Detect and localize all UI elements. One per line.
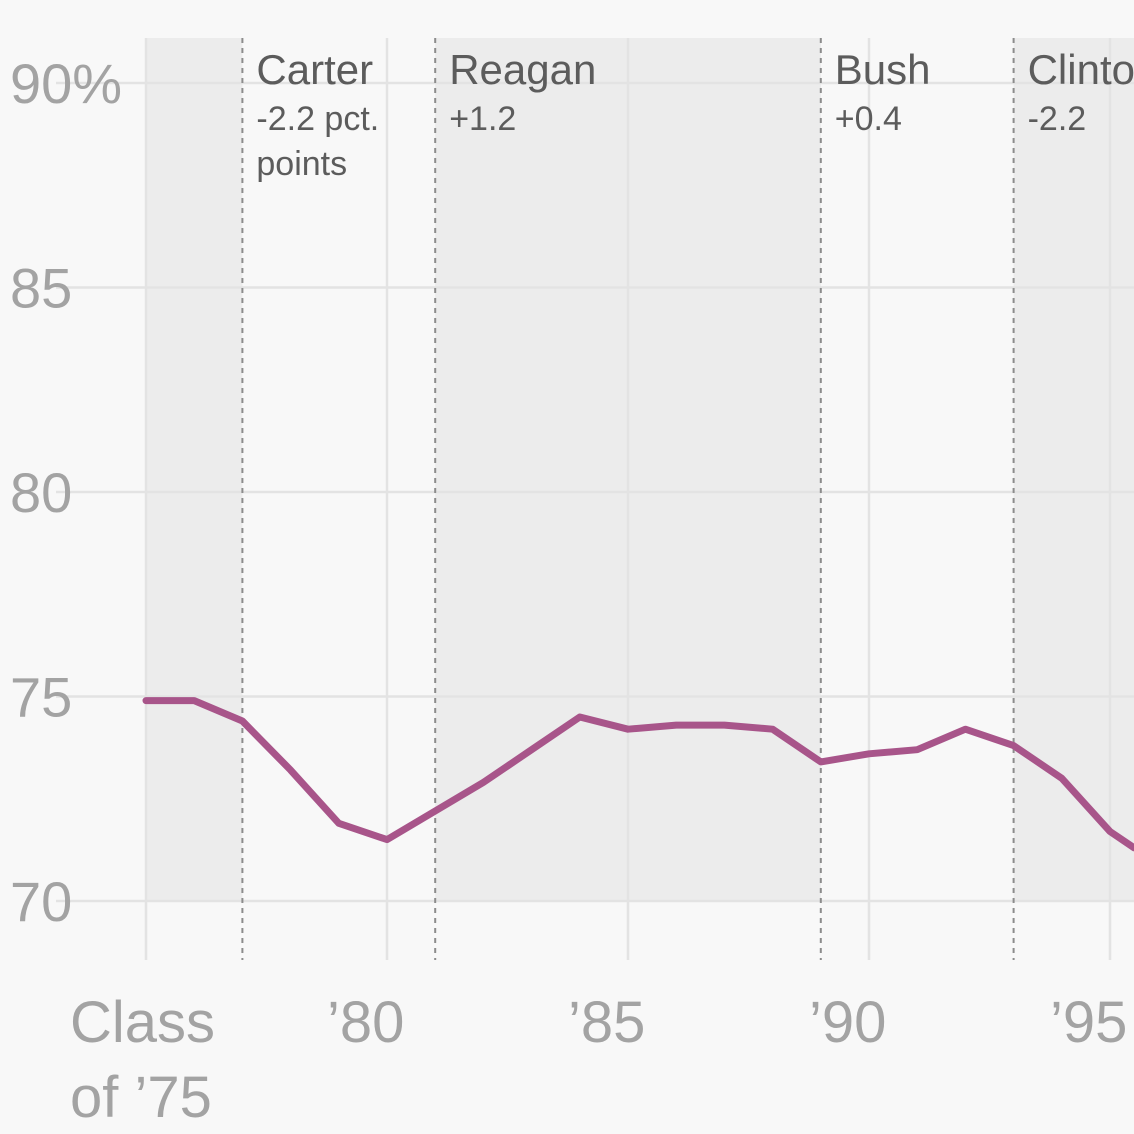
y-tick-label: 90% — [10, 52, 122, 115]
period-shade — [1013, 38, 1134, 902]
divider-layer — [241, 38, 1015, 960]
presidency-name: Reagan — [449, 46, 596, 93]
series-line — [142, 697, 1134, 852]
presidency-change-line2: points — [256, 145, 347, 183]
presidency-change: +0.4 — [835, 100, 902, 138]
axis-layer: 90% 85 80 75 70 Class of ’75 ’80 ’85 ’90 ’95 — [10, 52, 1127, 1130]
y-tick-label: 85 — [10, 257, 72, 320]
presidency-change: -2.2 pct. — [256, 100, 379, 138]
x-tick-label-line2: of ’75 — [70, 1065, 212, 1130]
x-tick-label: ’85 — [568, 990, 645, 1055]
series-layer — [142, 697, 1134, 852]
x-tick-label: ’95 — [1050, 990, 1127, 1055]
x-tick-label: Class — [70, 990, 215, 1055]
annotation-layer: Carter -2.2 pct. points Reagan +1.2 Bush +0.4 C… — [256, 46, 1134, 183]
y-tick-label: 75 — [10, 666, 72, 729]
grid-layer — [56, 38, 1134, 903]
period-shade — [146, 38, 243, 902]
presidency-change: +1.2 — [449, 100, 516, 138]
presidency-name: Carter — [256, 46, 373, 93]
x-tick-label: ’90 — [809, 990, 886, 1055]
y-tick-label: 70 — [10, 870, 72, 933]
x-tick-label: ’80 — [327, 990, 404, 1055]
presidency-name: Clinton — [1028, 46, 1134, 93]
presidency-change: -2.2 — [1028, 100, 1087, 138]
presidency-name: Bush — [835, 46, 931, 93]
y-tick-label: 80 — [10, 461, 72, 524]
